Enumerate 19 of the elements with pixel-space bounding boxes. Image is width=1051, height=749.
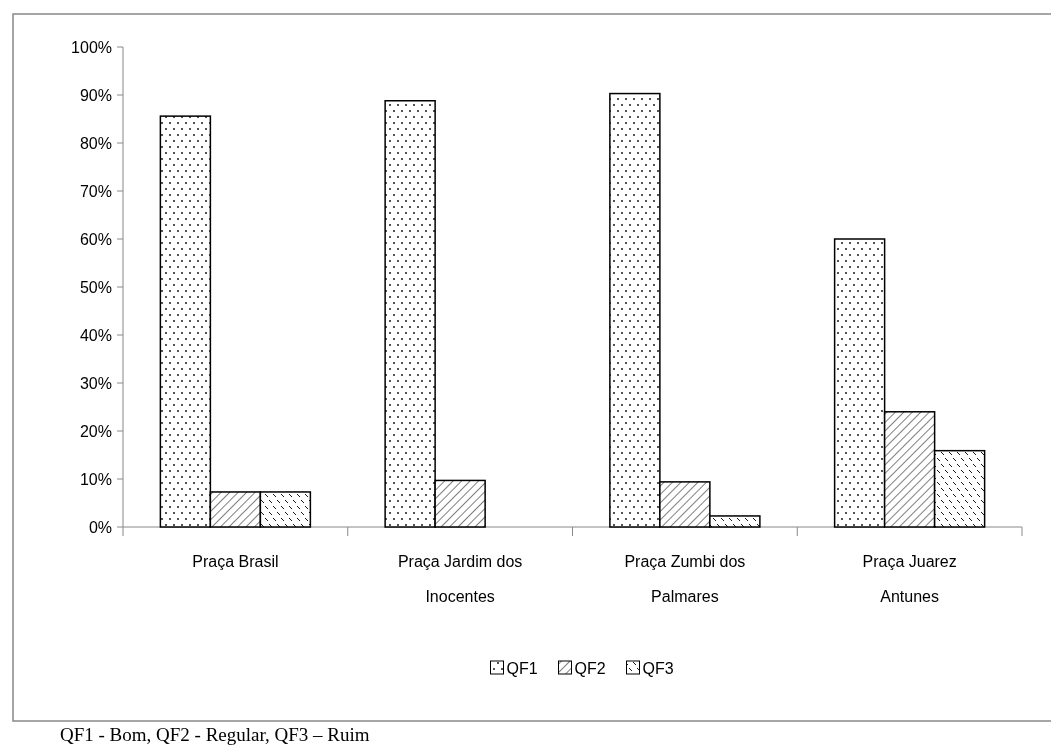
y-tick-label: 10% [79,470,112,488]
text: QF1 - Bom, QF2 - Regular, QF3 – Ruim [60,724,370,745]
y-tick-label: 0% [88,518,112,536]
y-tick-label: 100% [71,38,112,56]
x-tick-label: Praça Juarez Antunes [862,553,957,605]
x-tick-label: Praça Zumbi dos Palmares [624,553,746,605]
legend-label: QF1 [506,659,538,677]
y-tick-label: 50% [79,278,112,296]
y-tick-label: 20% [79,422,112,440]
y-tick-label: 60% [79,230,112,248]
legend-label: QF2 [574,659,606,677]
x-tick-label: Praça Jardim dos Inocentes [397,553,523,605]
y-tick-label: 90% [79,86,112,104]
legend-label: QF3 [642,659,674,677]
y-tick-label: 70% [79,182,112,200]
x-tick-label: Praça Brasil [192,553,279,570]
y-tick-label: 40% [79,326,112,344]
y-tick-label: 30% [79,374,112,392]
y-tick-label: 80% [79,134,112,152]
